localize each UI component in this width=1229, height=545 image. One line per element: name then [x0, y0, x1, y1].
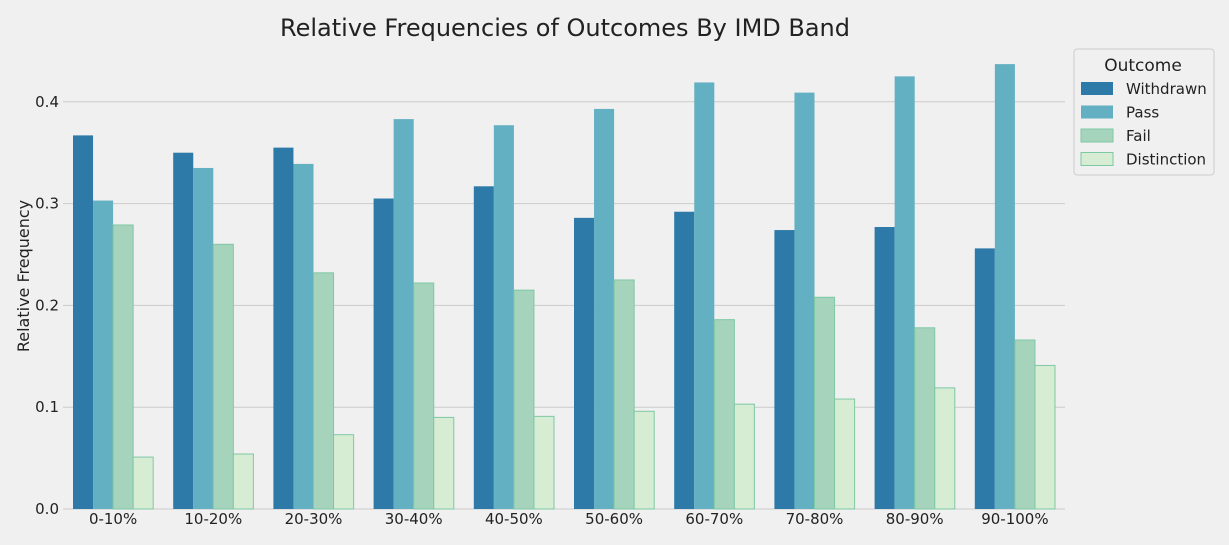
y-tick-label: 0.3 — [35, 195, 59, 213]
bar-withdrawn-2 — [273, 147, 294, 510]
bar-fail-3 — [413, 282, 435, 510]
bar-withdrawn-6 — [674, 211, 695, 509]
bar-distinction-6 — [733, 403, 755, 510]
y-axis-label: Relative Frequency — [14, 200, 33, 352]
bar-distinction-4 — [533, 415, 555, 510]
bar-pass-0 — [93, 200, 114, 509]
x-tick-label: 90-100% — [981, 510, 1048, 528]
bar-pass-9 — [994, 64, 1015, 509]
bar-fail-9 — [1014, 339, 1036, 510]
bar-withdrawn-8 — [874, 227, 895, 510]
bar-distinction-2 — [333, 434, 355, 510]
legend-swatch-fail — [1080, 128, 1114, 143]
bar-pass-2 — [293, 163, 314, 509]
bar-withdrawn-5 — [574, 217, 595, 510]
x-tick-label: 70-80% — [786, 510, 844, 528]
legend-label-fail: Fail — [1126, 127, 1151, 145]
legend-swatch-distinction — [1080, 152, 1114, 166]
bar-fail-2 — [313, 272, 335, 510]
bar-distinction-3 — [433, 416, 455, 510]
bar-withdrawn-9 — [974, 248, 995, 509]
bar-fail-8 — [914, 327, 936, 510]
bar-fail-4 — [513, 289, 535, 510]
bar-fail-1 — [212, 243, 234, 510]
bar-pass-7 — [794, 92, 815, 509]
legend-label-distinction: Distinction — [1126, 151, 1206, 169]
bar-fail-0 — [112, 224, 134, 510]
y-tick-label: 0.0 — [35, 500, 59, 518]
x-tick-label: 30-40% — [385, 510, 443, 528]
bar-withdrawn-1 — [173, 152, 194, 509]
x-tick-label: 20-30% — [285, 510, 343, 528]
bar-withdrawn-7 — [774, 230, 795, 509]
x-axis-ticks: 0-10% 10-20% 20-30% 30-40% 40-50% 50-60% 60-70… — [89, 510, 1049, 528]
bar-pass-3 — [393, 119, 414, 509]
legend-label-withdrawn: Withdrawn — [1126, 80, 1207, 98]
legend-swatch-withdrawn — [1081, 82, 1113, 95]
y-tick-label: 0.1 — [35, 398, 59, 416]
bar-pass-4 — [493, 125, 514, 510]
bar-fail-5 — [613, 279, 635, 510]
bar-distinction-9 — [1034, 364, 1056, 510]
chart-title: Relative Frequencies of Outcomes By IMD … — [280, 14, 850, 42]
legend-frame — [1073, 48, 1215, 176]
y-tick-label: 0.2 — [35, 296, 59, 314]
legend: Outcome Withdrawn Pass Fail Distinction — [1073, 48, 1215, 176]
bar-fail-7 — [814, 296, 836, 510]
bar-distinction-5 — [633, 410, 655, 510]
bar-pass-1 — [193, 167, 214, 509]
x-tick-label: 80-90% — [886, 510, 944, 528]
bar-withdrawn-0 — [73, 135, 94, 510]
legend-label-pass: Pass — [1126, 104, 1159, 122]
legend-swatch-pass — [1081, 105, 1113, 119]
bar-fail-6 — [713, 319, 735, 510]
x-tick-label: 10-20% — [184, 510, 242, 528]
bars — [73, 64, 1056, 510]
bar-withdrawn-4 — [473, 186, 494, 509]
bar-pass-6 — [694, 82, 715, 509]
bar-distinction-1 — [232, 453, 254, 510]
bar-withdrawn-3 — [373, 198, 394, 509]
bar-pass-8 — [894, 76, 915, 509]
y-tick-label: 0.4 — [35, 93, 59, 111]
x-tick-label: 50-60% — [585, 510, 643, 528]
y-axis-ticks: 0.0 0.1 0.2 0.3 0.4 — [35, 93, 59, 518]
bar-distinction-8 — [934, 387, 956, 510]
bar-distinction-7 — [834, 398, 856, 510]
bar-distinction-0 — [132, 456, 154, 510]
x-tick-label: 40-50% — [485, 510, 543, 528]
bar-pass-5 — [594, 108, 615, 510]
x-tick-label: 0-10% — [89, 510, 137, 528]
x-tick-label: 60-70% — [685, 510, 743, 528]
legend-title: Outcome — [1104, 56, 1182, 76]
